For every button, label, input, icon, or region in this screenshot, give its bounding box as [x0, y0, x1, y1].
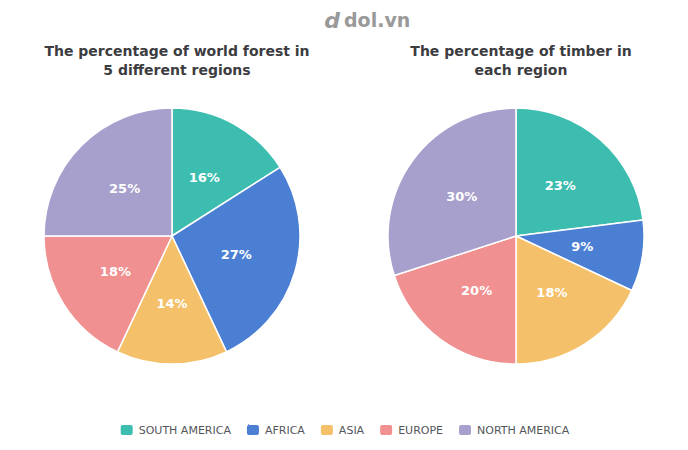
svg-text:18%: 18%	[100, 264, 131, 279]
svg-text:25%: 25%	[109, 181, 140, 196]
svg-text:27%: 27%	[221, 247, 252, 262]
svg-text:16%: 16%	[189, 170, 220, 185]
svg-text:SOUTH AMERICA: SOUTH AMERICA	[139, 424, 232, 437]
svg-text:18%: 18%	[536, 285, 567, 300]
svg-text:23%: 23%	[545, 178, 576, 193]
svg-text:5 different regions: 5 different regions	[103, 62, 250, 78]
svg-text:9%: 9%	[571, 239, 593, 254]
svg-text:each region: each region	[475, 62, 568, 78]
svg-text:30%: 30%	[446, 189, 477, 204]
svg-text:NORTH AMERICA: NORTH AMERICA	[477, 424, 570, 437]
svg-text:AFRICA: AFRICA	[265, 424, 305, 437]
svg-text:ASIA: ASIA	[339, 424, 365, 437]
svg-text:The percentage of timber in: The percentage of timber in	[410, 43, 631, 59]
svg-text:EUROPE: EUROPE	[398, 424, 443, 437]
svg-text:The percentage of world forest: The percentage of world forest in	[44, 43, 309, 59]
svg-text:20%: 20%	[461, 283, 492, 298]
svg-text:dol.vn: dol.vn	[344, 9, 410, 31]
svg-text:14%: 14%	[156, 296, 187, 311]
svg-text:d: d	[324, 8, 340, 33]
